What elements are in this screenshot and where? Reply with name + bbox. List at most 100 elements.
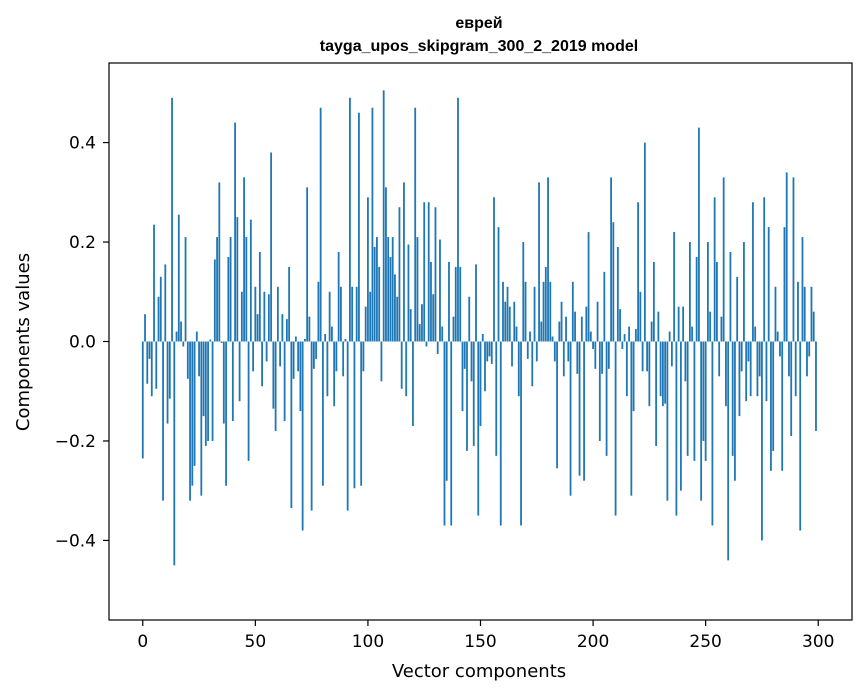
bar-195: [580, 316, 583, 342]
bar-225: [648, 341, 651, 407]
bar-130: [434, 207, 437, 342]
bar-182: [551, 336, 554, 342]
bar-244: [691, 326, 694, 342]
bar-192: [574, 311, 576, 342]
bar-78: [317, 281, 320, 342]
bar-298: [812, 311, 815, 342]
x-axis-label: Vector components: [392, 661, 566, 682]
bar-49: [252, 341, 254, 372]
bar-92: [349, 97, 351, 342]
bar-46: [245, 237, 248, 342]
bar-122: [416, 237, 419, 342]
bar-39: [229, 237, 232, 342]
bar-132: [439, 239, 441, 342]
bar-165: [513, 301, 516, 342]
bar-237: [675, 341, 678, 516]
bars-group: [141, 90, 817, 566]
bar-184: [556, 341, 558, 469]
bar-207: [607, 341, 610, 369]
bar-55: [265, 341, 268, 362]
bar-200: [592, 341, 594, 349]
bar-131: [436, 341, 439, 354]
bar-240: [682, 306, 685, 342]
bar-154: [488, 341, 491, 357]
bar-11: [166, 341, 169, 424]
bar-54: [263, 291, 266, 342]
bar-226: [650, 321, 653, 342]
bar-283: [779, 341, 781, 357]
bar-174: [533, 286, 536, 342]
bar-253: [711, 341, 714, 526]
bar-93: [351, 286, 354, 342]
bar-221: [639, 291, 642, 342]
bar-265: [738, 341, 741, 417]
bar-99: [364, 306, 367, 342]
bar-222: [641, 341, 644, 372]
bar-278: [767, 227, 770, 342]
bar-208: [610, 177, 612, 342]
x-tick-label: 50: [245, 632, 267, 652]
bar-139: [454, 266, 457, 342]
bar-255: [716, 261, 718, 342]
bar-268: [745, 341, 748, 402]
bar-251: [707, 242, 709, 342]
bar-31: [211, 341, 214, 441]
bar-205: [603, 271, 606, 342]
bar-166: [515, 326, 518, 342]
bar-45: [243, 177, 245, 342]
bar-3: [148, 341, 151, 359]
bar-85: [333, 341, 336, 407]
bar-279: [770, 341, 772, 471]
bar-196: [583, 341, 585, 481]
bar-248: [700, 341, 703, 501]
bar-267: [743, 242, 745, 342]
x-axis-ticks: 0 50 100 150 200 250 300: [137, 620, 834, 652]
bar-158: [497, 227, 500, 342]
bar-35: [220, 341, 223, 343]
bar-115: [400, 341, 403, 389]
bar-157: [495, 341, 498, 456]
bar-53: [261, 341, 264, 387]
bar-260: [727, 341, 730, 561]
bar-198: [587, 232, 590, 342]
bar-259: [725, 341, 727, 407]
bar-272: [754, 326, 757, 342]
bar-292: [799, 341, 802, 531]
bar-173: [531, 341, 534, 387]
bar-77: [315, 341, 318, 359]
bar-145: [468, 296, 471, 342]
bar-137: [450, 341, 453, 526]
bar-27: [202, 341, 205, 417]
bar-230: [659, 341, 662, 397]
x-tick-label: 200: [577, 632, 609, 652]
bar-87: [337, 251, 340, 342]
bar-263: [734, 341, 736, 481]
bar-105: [378, 266, 381, 342]
bar-30: [209, 339, 212, 342]
bar-218: [632, 341, 635, 412]
bar-285: [783, 227, 786, 342]
bar-98: [362, 341, 365, 372]
bar-254: [713, 197, 716, 342]
bar-159: [499, 341, 502, 526]
bar-73: [306, 187, 309, 342]
bar-116: [403, 182, 405, 342]
bar-163: [508, 306, 511, 342]
bar-203: [598, 341, 601, 441]
bar-202: [596, 301, 599, 342]
bar-175: [535, 341, 538, 362]
bar-270: [749, 341, 752, 397]
bar-91: [346, 341, 349, 511]
bar-212: [619, 309, 621, 342]
bar-294: [803, 286, 806, 342]
bar-186: [560, 301, 563, 342]
bar-111: [391, 237, 394, 342]
bar-59: [274, 341, 277, 432]
bar-193: [576, 341, 579, 374]
bar-295: [806, 341, 808, 377]
bar-75: [310, 341, 313, 511]
bar-52: [258, 251, 261, 342]
bar-153: [486, 341, 489, 362]
bar-79: [319, 107, 322, 342]
bar-146: [470, 341, 473, 382]
